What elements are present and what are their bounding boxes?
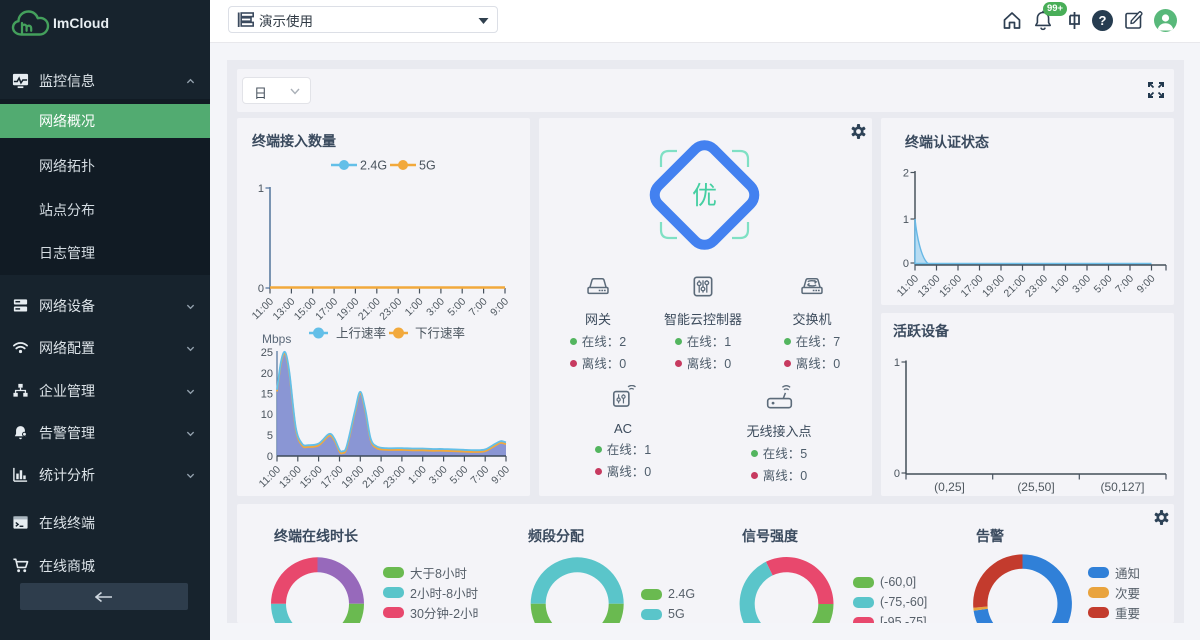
svg-text:21:00: 21:00 — [1002, 273, 1029, 300]
svg-text:1: 1 — [258, 183, 264, 195]
svg-text:9:00: 9:00 — [488, 296, 511, 319]
svg-text:13:00: 13:00 — [916, 273, 943, 300]
svg-text:13:00: 13:00 — [277, 464, 304, 491]
svg-text:21:00: 21:00 — [360, 464, 387, 491]
svg-text:下行速率: 下行速率 — [415, 326, 465, 341]
svg-text:7:00: 7:00 — [468, 464, 491, 487]
svg-text:1: 1 — [894, 357, 900, 369]
svg-text:5:00: 5:00 — [448, 464, 471, 487]
svg-text:2: 2 — [903, 168, 909, 180]
svg-text:9:00: 9:00 — [1135, 273, 1158, 296]
svg-text:3:00: 3:00 — [427, 464, 450, 487]
svg-text:1:00: 1:00 — [403, 296, 426, 319]
svg-text:(50,127]: (50,127] — [1100, 480, 1144, 494]
svg-text:25: 25 — [261, 347, 273, 359]
svg-text:1:00: 1:00 — [406, 464, 429, 487]
svg-text:5: 5 — [267, 430, 273, 442]
svg-text:1:00: 1:00 — [1049, 273, 1072, 296]
svg-text:Mbps: Mbps — [262, 332, 291, 346]
svg-text:3:00: 3:00 — [1070, 273, 1093, 296]
svg-text:15: 15 — [261, 389, 273, 401]
svg-text:17:00: 17:00 — [319, 464, 346, 491]
svg-text:19:00: 19:00 — [334, 296, 361, 323]
svg-text:11:00: 11:00 — [257, 464, 284, 491]
svg-text:23:00: 23:00 — [1023, 273, 1050, 300]
svg-text:5G: 5G — [419, 159, 436, 173]
svg-text:5:00: 5:00 — [1092, 273, 1115, 296]
svg-text:0: 0 — [258, 283, 264, 295]
svg-text:7:00: 7:00 — [1113, 273, 1136, 296]
svg-text:(0,25]: (0,25] — [934, 480, 965, 494]
svg-text:7:00: 7:00 — [467, 296, 490, 319]
svg-text:19:00: 19:00 — [980, 273, 1007, 300]
svg-text:上行速率: 上行速率 — [336, 326, 386, 341]
svg-text:0: 0 — [267, 451, 273, 463]
svg-text:17:00: 17:00 — [313, 296, 340, 323]
svg-text:17:00: 17:00 — [959, 273, 986, 300]
svg-text:3:00: 3:00 — [424, 296, 447, 319]
svg-text:2.4G: 2.4G — [360, 159, 387, 173]
svg-text:20: 20 — [261, 368, 273, 380]
svg-text:23:00: 23:00 — [381, 464, 408, 491]
svg-text:(25,50]: (25,50] — [1017, 480, 1054, 494]
svg-text:19:00: 19:00 — [339, 464, 366, 491]
svg-text:10: 10 — [261, 409, 273, 421]
svg-text:1: 1 — [903, 214, 909, 226]
svg-text:9:00: 9:00 — [489, 464, 512, 487]
svg-text:11:00: 11:00 — [250, 296, 277, 323]
svg-text:0: 0 — [894, 468, 900, 480]
svg-text:15:00: 15:00 — [937, 273, 964, 300]
svg-text:5:00: 5:00 — [445, 296, 468, 319]
svg-text:15:00: 15:00 — [292, 296, 319, 323]
svg-text:23:00: 23:00 — [377, 296, 404, 323]
svg-text:0: 0 — [903, 258, 909, 270]
svg-text:15:00: 15:00 — [298, 464, 325, 491]
svg-text:11:00: 11:00 — [895, 273, 922, 300]
svg-text:13:00: 13:00 — [270, 296, 297, 323]
svg-text:21:00: 21:00 — [356, 296, 383, 323]
svg-text:优: 优 — [692, 182, 717, 210]
